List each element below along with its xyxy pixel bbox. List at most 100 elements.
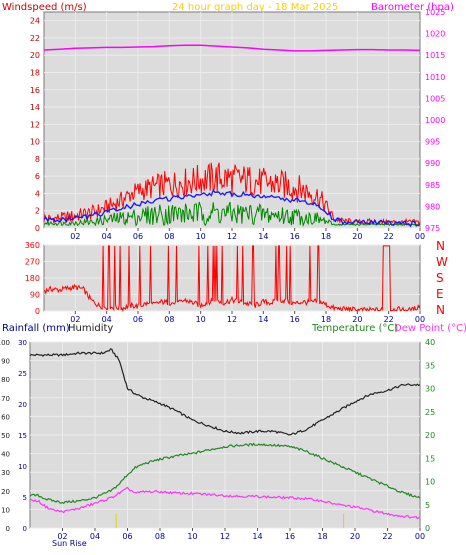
- dewpoint-axis-label: Dew Point (°C): [394, 323, 466, 334]
- barometer-axis: 975 980 985 990 995 1000 1005 1010 1015 1020 1025: [425, 8, 445, 233]
- x-tick-label: 02: [57, 532, 67, 541]
- humidity-tick-label: 60: [1, 413, 10, 421]
- wind-x-axis: 02 04 06 08 10 12 14 16 18 20 22 00: [70, 228, 425, 241]
- rainfall-tick-label: 25: [18, 370, 27, 378]
- chart-title: 24 hour graph day - 18 Mar 2025: [172, 2, 338, 13]
- temperature-tick-label: 20: [425, 431, 435, 440]
- windspeed-tick-label: 22: [30, 34, 40, 43]
- barometer-tick-label: 1010: [425, 73, 445, 82]
- barometer-axis-label: Barometer (hpa): [371, 2, 454, 13]
- humidity-tick-label: 90: [1, 358, 10, 366]
- barometer-tick-label: 995: [425, 138, 440, 147]
- direction-x-axis: 02 04 06 08 10 12 14 16 18 20 22 00: [70, 311, 425, 324]
- x-tick-label: 12: [227, 315, 237, 324]
- windspeed-tick-label: 8: [35, 155, 40, 164]
- barometer-tick-label: 1000: [425, 116, 445, 125]
- temperature-tick-label: 25: [425, 408, 435, 417]
- temperature-tick-label: 40: [425, 338, 435, 347]
- compass-letter-e: E: [436, 287, 444, 301]
- windspeed-axis-label: Windspeed (m/s): [2, 2, 87, 13]
- x-tick-label: 00: [415, 532, 425, 541]
- wind-series-layer: [43, 44, 421, 228]
- windspeed-tick-label: 4: [35, 189, 40, 198]
- windspeed-tick-label: 2: [35, 207, 40, 216]
- x-tick-label: 16: [290, 315, 300, 324]
- x-tick-label: 14: [258, 232, 268, 241]
- x-tick-label: 22: [384, 232, 394, 241]
- temperature-tick-label: 35: [425, 361, 435, 370]
- compass-letter-n-top: N: [436, 239, 445, 253]
- windspeed-tick-label: 0: [35, 224, 40, 233]
- compass-letter-w: W: [436, 255, 448, 269]
- wind-direction-series: [43, 245, 421, 313]
- x-tick-label: 14: [252, 532, 262, 541]
- temperature-axis: 0 5 10 15 20 25 30 35 40: [425, 338, 435, 533]
- barometer-tick-label: 990: [425, 159, 440, 168]
- windspeed-tick-label: 18: [30, 68, 40, 77]
- humidity-tick-label: 70: [1, 395, 10, 403]
- direction-tick-label: 360: [25, 241, 40, 250]
- x-tick-label: 02: [70, 315, 80, 324]
- compass-letters: N W S E N: [436, 239, 448, 317]
- humidity-tick-label: 0: [6, 525, 10, 533]
- direction-tick-label: 90: [30, 291, 40, 300]
- temperature-series-layer: [29, 348, 421, 520]
- compass-letter-n-bottom: N: [436, 303, 445, 317]
- x-tick-label: 16: [285, 532, 295, 541]
- compass-letter-s: S: [436, 271, 444, 285]
- sun-markers: [115, 514, 345, 528]
- rainfall-axis: 0 5 10 15 20 25 30: [18, 339, 27, 533]
- windspeed-tick-label: 6: [35, 172, 40, 181]
- barometer-tick-label: 985: [425, 181, 440, 190]
- temperature-tick-label: 30: [425, 385, 435, 394]
- x-tick-label: 00: [415, 232, 425, 241]
- barometer-tick-label: 1020: [425, 30, 445, 39]
- humidity-axis-label: Humidity: [68, 323, 113, 334]
- x-tick-label: 06: [133, 232, 143, 241]
- wind-grid: [44, 12, 420, 229]
- wind-direction-panel: 0 90 180 270 360 02 04 06 08 10 12 14 16 18 20 22 00 N …: [25, 239, 448, 324]
- barometer-series: [43, 44, 421, 52]
- x-tick-label: 00: [415, 315, 425, 324]
- wind-average-series: [43, 189, 421, 228]
- x-tick-label: 06: [122, 532, 132, 541]
- x-tick-label: 02: [70, 232, 80, 241]
- temperature-axis-label: Temperature (°C): [311, 323, 398, 334]
- x-tick-label: 10: [196, 315, 206, 324]
- humidity-axis: 0 10 20 30 40 50 60 70 80 90 100: [0, 339, 10, 533]
- dewpoint-series: [29, 486, 421, 520]
- windspeed-tick-label: 10: [30, 138, 40, 147]
- windspeed-tick-label: 12: [30, 120, 40, 129]
- humidity-tick-label: 80: [1, 376, 10, 384]
- temperature-tick-label: 0: [425, 524, 430, 533]
- rainfall-tick-label: 20: [18, 401, 27, 409]
- barometer-tick-label: 1015: [425, 51, 445, 60]
- rainfall-axis-label: Rainfall (mm): [2, 323, 70, 334]
- windspeed-tick-label: 16: [30, 86, 40, 95]
- x-tick-label: 12: [227, 232, 237, 241]
- rainfall-tick-label: 5: [23, 494, 27, 502]
- barometer-tick-label: 980: [425, 202, 440, 211]
- x-tick-label: 16: [290, 232, 300, 241]
- direction-y-axis: 0 90 180 270 360: [25, 241, 40, 316]
- temperature-tick-label: 15: [425, 454, 435, 463]
- sunrise-label: Sun Rise: [52, 539, 87, 548]
- x-tick-label: 04: [90, 532, 100, 541]
- barometer-tick-label: 975: [425, 224, 440, 233]
- temperature-humidity-panel: 0 10 20 30 40 50 60 70 80 90 100 0 5 10 15 20 25 30 0 5 10…: [0, 323, 466, 548]
- humidity-tick-label: 40: [1, 451, 10, 459]
- temperature-tick-label: 10: [425, 478, 435, 487]
- humidity-tick-label: 20: [1, 488, 10, 496]
- x-tick-label: 14: [258, 315, 268, 324]
- temperature-tick-label: 5: [425, 501, 430, 510]
- windspeed-tick-label: 24: [30, 17, 40, 26]
- rainfall-tick-label: 0: [23, 525, 27, 533]
- humidity-tick-label: 50: [1, 432, 10, 440]
- x-tick-label: 22: [382, 532, 392, 541]
- humidity-tick-label: 30: [1, 469, 10, 477]
- x-tick-label: 04: [102, 315, 112, 324]
- x-tick-label: 20: [350, 532, 360, 541]
- rainfall-tick-label: 10: [18, 463, 27, 471]
- rainfall-tick-label: 15: [18, 432, 27, 440]
